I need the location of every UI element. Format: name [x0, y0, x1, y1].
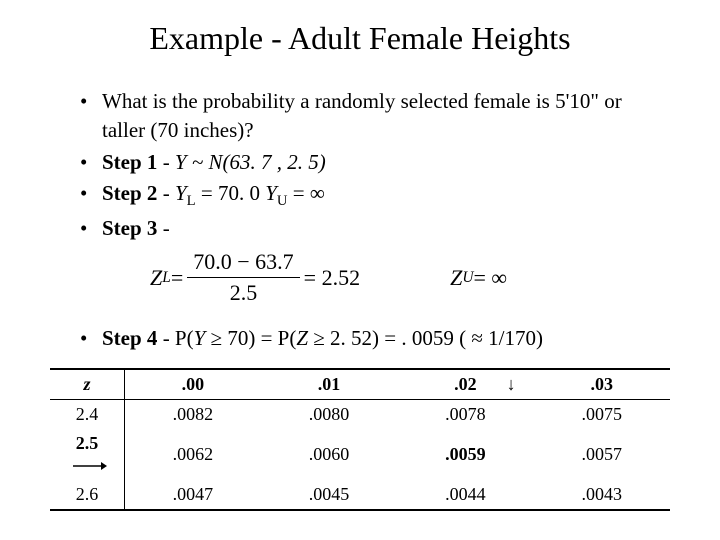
formula-result: = 2.52	[304, 265, 360, 291]
step4-z: Z	[296, 326, 308, 350]
z-table-region: z .00 .01 .02 ↓ .03 2.4 .0082 .0080 .0078…	[50, 368, 670, 511]
formula-row: ZL = 70.0 − 63.7 2.5 = 2.52 ZU = ∞	[150, 249, 670, 306]
formula-fraction: 70.0 − 63.7 2.5	[187, 249, 299, 306]
formula-zl: Z	[150, 265, 162, 291]
z-cell: .0044	[397, 480, 533, 510]
z-header-03: .03	[534, 369, 670, 400]
bullet-step2: Step 2 - YL = 70. 0 YU = ∞	[80, 179, 670, 212]
step2-label: Step 2	[102, 181, 157, 205]
step3-label: Step 3	[102, 216, 157, 240]
z-cell: 2.4	[50, 399, 124, 429]
z-cell: 2.6	[50, 480, 124, 510]
z-header-01: .01	[261, 369, 397, 400]
z-cell: .0078	[397, 399, 533, 429]
z-cell-highlight-z: 2.5	[50, 429, 124, 480]
table-row-highlight: 2.5 .0062 .0060 .0059 .0057	[50, 429, 670, 480]
step2-yl-val: = 70. 0	[196, 181, 266, 205]
z-cell: .0062	[124, 429, 260, 480]
z-cell: .0057	[534, 429, 670, 480]
bullet-list: What is the probability a randomly selec…	[50, 87, 670, 243]
z-cell: .0045	[261, 480, 397, 510]
formula-denominator: 2.5	[224, 278, 264, 306]
table-row: 2.4 .0082 .0080 .0078 .0075	[50, 399, 670, 429]
step1-text: - Y ~ N(63. 7 , 2. 5)	[157, 150, 325, 174]
z-table: z .00 .01 .02 ↓ .03 2.4 .0082 .0080 .0078…	[50, 368, 670, 511]
z-header-02-text: .02	[454, 374, 477, 394]
step2-yu-val: = ∞	[288, 181, 325, 205]
bullet-step1: Step 1 - Y ~ N(63. 7 , 2. 5)	[80, 148, 670, 177]
step2-yl-sub: L	[187, 193, 196, 209]
formula-eq1: =	[171, 265, 183, 291]
step4-c: ≥ 2. 52) = . 0059 ( ≈ 1/170)	[308, 326, 543, 350]
step1-label: Step 1	[102, 150, 157, 174]
formula-numerator: 70.0 − 63.7	[187, 249, 299, 278]
z-table-header-row: z .00 .01 .02 ↓ .03	[50, 369, 670, 400]
bullet-question: What is the probability a randomly selec…	[80, 87, 670, 146]
formula-zu: Z	[450, 265, 462, 291]
slide-title: Example - Adult Female Heights	[50, 20, 670, 57]
table-row: 2.6 .0047 .0045 .0044 .0043	[50, 480, 670, 510]
formula-zu-sub: U	[462, 269, 473, 287]
bullet-step3: Step 3 -	[80, 214, 670, 243]
z-header-02: .02 ↓	[397, 369, 533, 400]
z-val: 2.5	[76, 433, 99, 453]
step4-label: Step 4	[102, 326, 157, 350]
z-cell: .0080	[261, 399, 397, 429]
arrow-down-icon: ↓	[507, 374, 516, 395]
formula-zl-sub: L	[162, 269, 171, 287]
z-cell-answer: .0059	[397, 429, 533, 480]
z-cell: .0047	[124, 480, 260, 510]
formula-zu-val: = ∞	[473, 265, 507, 291]
z-cell: .0043	[534, 480, 670, 510]
z-cell: .0075	[534, 399, 670, 429]
step3-text: -	[157, 216, 169, 240]
z-header-z: z	[50, 369, 124, 400]
step2-yu-sub: U	[277, 193, 288, 209]
step4-a: - P(	[157, 326, 193, 350]
bullet-list-2: Step 4 - P(Y ≥ 70) = P(Z ≥ 2. 52) = . 00…	[50, 324, 670, 353]
step2-dash: -	[157, 181, 175, 205]
z-cell: .0082	[124, 399, 260, 429]
step2-yl-var: Y	[175, 181, 187, 205]
z-cell: .0060	[261, 429, 397, 480]
z-header-00: .00	[124, 369, 260, 400]
step4-y: Y	[194, 326, 206, 350]
bullet-step4: Step 4 - P(Y ≥ 70) = P(Z ≥ 2. 52) = . 00…	[80, 324, 670, 353]
step2-yu-var: Y	[265, 181, 277, 205]
arrow-right-icon	[73, 455, 107, 476]
step4-b: ≥ 70) = P(	[205, 326, 296, 350]
